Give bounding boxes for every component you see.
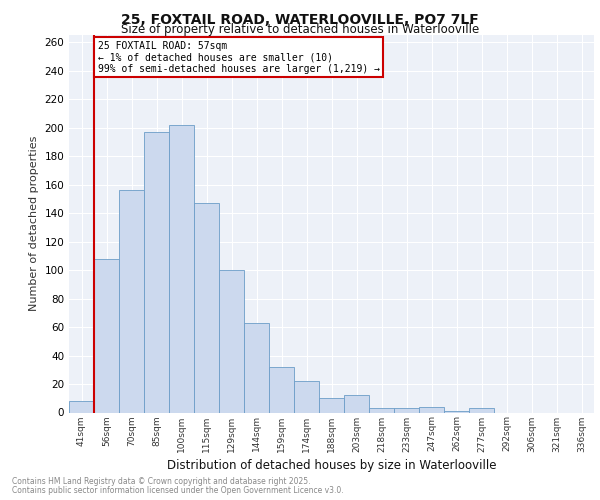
Bar	[169, 124, 194, 412]
Bar	[319, 398, 344, 412]
Text: 25 FOXTAIL ROAD: 57sqm
← 1% of detached houses are smaller (10)
99% of semi-deta: 25 FOXTAIL ROAD: 57sqm ← 1% of detached …	[98, 40, 380, 74]
Bar	[269, 367, 294, 412]
Bar	[294, 381, 319, 412]
Bar	[244, 323, 269, 412]
Bar	[144, 132, 169, 412]
Bar	[119, 190, 144, 412]
Bar	[444, 411, 469, 412]
Bar	[69, 401, 94, 412]
Text: Contains HM Land Registry data © Crown copyright and database right 2025.: Contains HM Land Registry data © Crown c…	[12, 477, 311, 486]
Bar	[219, 270, 244, 412]
Bar	[94, 258, 119, 412]
Bar	[394, 408, 419, 412]
Bar	[469, 408, 494, 412]
Bar	[419, 407, 444, 412]
Text: 25, FOXTAIL ROAD, WATERLOOVILLE, PO7 7LF: 25, FOXTAIL ROAD, WATERLOOVILLE, PO7 7LF	[121, 12, 479, 26]
Y-axis label: Number of detached properties: Number of detached properties	[29, 136, 39, 312]
Text: Size of property relative to detached houses in Waterlooville: Size of property relative to detached ho…	[121, 24, 479, 36]
Bar	[194, 203, 219, 412]
Bar	[369, 408, 394, 412]
Bar	[344, 396, 369, 412]
Text: Contains public sector information licensed under the Open Government Licence v3: Contains public sector information licen…	[12, 486, 344, 495]
X-axis label: Distribution of detached houses by size in Waterlooville: Distribution of detached houses by size …	[167, 458, 496, 471]
